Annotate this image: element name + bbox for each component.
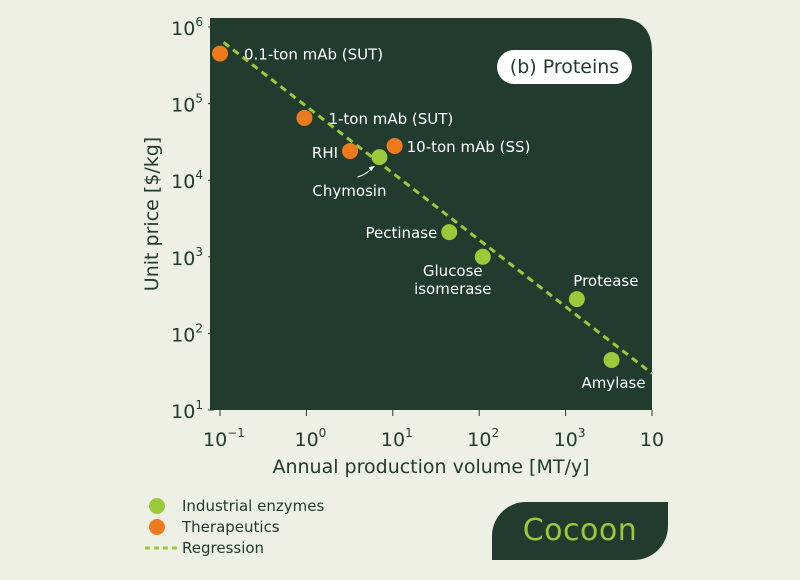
label-1-ton-mab-sut: 1-ton mAb (SUT) (328, 110, 453, 128)
x-tick-label: 101 (381, 426, 413, 451)
x-axis-title: Annual production volume [MT/y] (272, 456, 589, 478)
label-amylase: Amylase (581, 374, 645, 392)
x-tick-label: 100 (294, 426, 326, 451)
point-pectinase (441, 224, 458, 241)
legend-marker-therapeutics (149, 519, 165, 535)
brand-badge: Cocoon (492, 502, 668, 560)
legend: Industrial enzymes Therapeutics Regression (145, 497, 324, 557)
legend-label-regression: Regression (182, 539, 264, 557)
regression-layer (222, 41, 653, 375)
point-amylase (603, 351, 620, 368)
point-1-ton-mab-sut (296, 109, 313, 126)
y-tick-label: 104 (171, 168, 203, 193)
point-0-1-ton-mab-sut (212, 45, 228, 62)
regression-line (222, 41, 653, 375)
point-chymosin (371, 149, 388, 166)
legend-marker-industrial-enzymes (149, 498, 165, 514)
point-10-ton-mab-ss (386, 137, 403, 154)
label-10-ton-mab-ss: 10-ton mAb (SS) (407, 138, 531, 156)
panel-label-badge: (b) Proteins (497, 50, 632, 84)
legend-label-therapeutics: Therapeutics (181, 518, 280, 536)
label-protease: Protease (573, 272, 638, 290)
brand-logo: Cocoon (522, 513, 638, 548)
points-layer (212, 45, 620, 368)
y-tick-label: 102 (171, 321, 203, 346)
y-tick-label: 106 (171, 15, 203, 40)
legend-label-industrial-enzymes: Industrial enzymes (182, 497, 324, 515)
x-tick-label: 10 (640, 429, 664, 451)
x-tick-label: 102 (467, 426, 499, 451)
label-pectinase: Pectinase (365, 224, 437, 242)
label-0-1-ton-mab-sut: 0.1-ton mAb (SUT) (244, 46, 383, 64)
x-tick-label: 10−1 (203, 426, 245, 451)
y-axis-title: Unit price [$/kg] (141, 137, 163, 291)
chymosin-pointer-head (368, 166, 375, 172)
label-rhi: RHI (312, 144, 338, 162)
x-tick-label: 103 (554, 426, 586, 451)
y-tick-label: 101 (171, 398, 203, 423)
label-chymosin: Chymosin (312, 182, 386, 200)
point-protease (568, 291, 585, 308)
y-tick-label: 105 (171, 92, 203, 117)
label-glucose-isomerase: Glucose isomerase (414, 262, 491, 298)
axes: 10−1 100 101 102 103 10 101 102 103 104 105 106 (171, 15, 664, 451)
panel-label: (b) Proteins (510, 56, 619, 78)
point-labels-layer: 0.1-ton mAb (SUT) 1-ton mAb (SUT) RHI 10-to… (244, 46, 646, 392)
point-glucose-isomerase (474, 248, 491, 265)
y-tick-label: 103 (171, 245, 203, 270)
point-rhi (342, 143, 359, 160)
